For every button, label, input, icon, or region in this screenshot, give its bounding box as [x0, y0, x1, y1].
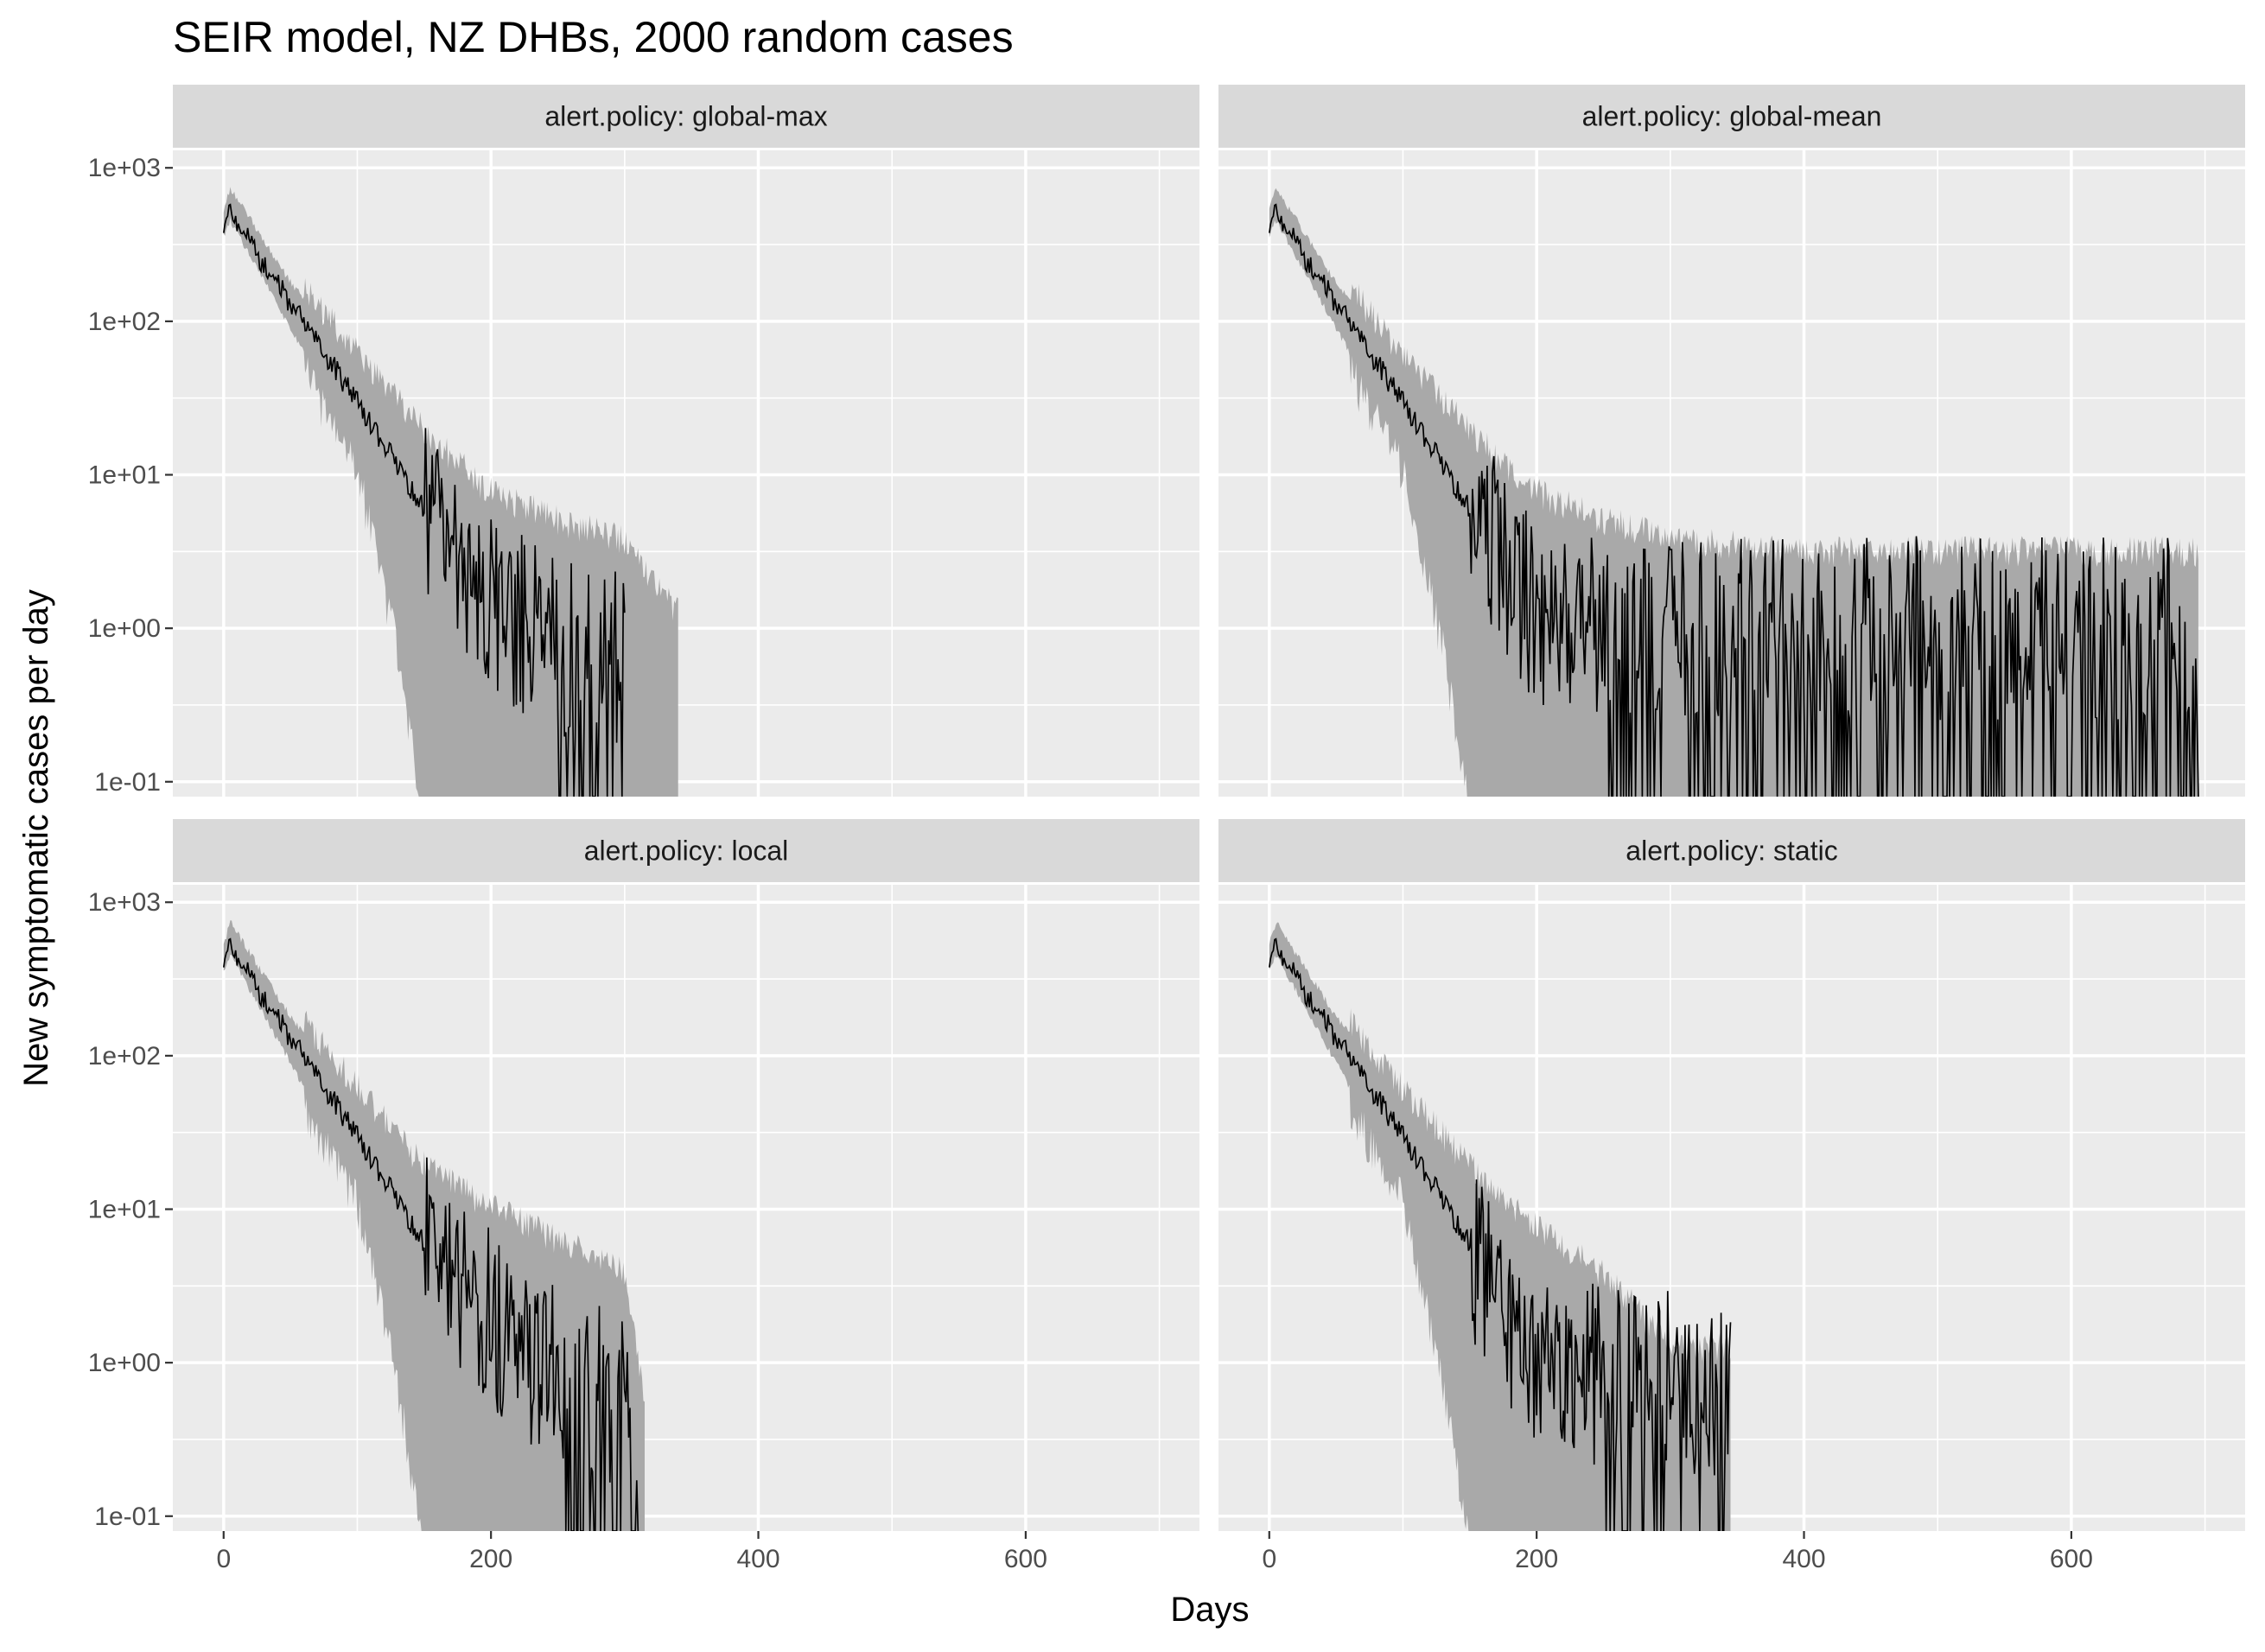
series-line [222, 937, 639, 1531]
x-tick-label: 400 [1783, 1545, 1826, 1573]
y-tick-label: 1e+02 [88, 1042, 161, 1071]
y-tick-label: 1e+03 [88, 154, 161, 182]
y-tick-label: 1e+02 [88, 308, 161, 336]
facet-strip-label: alert.policy: local [584, 836, 789, 867]
y-tick-label: 1e-01 [94, 1503, 161, 1531]
facet-strip-label: alert.policy: global-max [544, 101, 827, 132]
y-tick-label: 1e+00 [88, 614, 161, 643]
facet-panel: alert.policy: global-max 1e-01 1e+00 1e+01 1… [88, 85, 1199, 797]
x-tick-label: 200 [1515, 1545, 1558, 1573]
facet-panel: alert.policy: global-mean [1218, 85, 2245, 797]
x-tick-label: 0 [216, 1545, 231, 1573]
facet-panel: alert.policy: static 0 200 400 600 [1218, 819, 2245, 1573]
y-tick-label: 1e-01 [94, 768, 161, 797]
facet-strip [1218, 85, 2245, 148]
series-line [1268, 937, 1732, 1531]
uncertainty-band [1269, 922, 1731, 1531]
x-tick-label: 600 [2050, 1545, 2093, 1573]
facet-strip [1218, 819, 2245, 882]
y-axis-title-group: New symptomatic cases per day [17, 589, 55, 1087]
x-axis-title: Days [1170, 1591, 1249, 1629]
y-tick-label: 1e+01 [88, 1196, 161, 1224]
x-tick-label: 0 [1262, 1545, 1276, 1573]
facet-panels: alert.policy: global-max 1e-01 1e+00 1e+01 1… [88, 85, 2245, 1573]
facet-strip-label: alert.policy: global-mean [1582, 101, 1882, 132]
series-line [222, 203, 626, 797]
uncertainty-band [223, 187, 678, 797]
facet-strip [173, 85, 1199, 148]
facet-strip [173, 819, 1199, 882]
x-tick-label: 400 [737, 1545, 780, 1573]
x-tick-label: 600 [1004, 1545, 1047, 1573]
facet-panel: alert.policy: local 1e-01 1e+00 1e+01 1e+02 1… [88, 819, 1199, 1573]
x-tick-label: 200 [469, 1545, 512, 1573]
y-tick-label: 1e+00 [88, 1349, 161, 1377]
facet-strip-label: alert.policy: static [1626, 836, 1837, 867]
y-tick-label: 1e+01 [88, 461, 161, 490]
y-axis-title: New symptomatic cases per day [17, 589, 55, 1087]
y-tick-label: 1e+03 [88, 888, 161, 917]
chart-title: SEIR model, NZ DHBs, 2000 random cases [173, 13, 1014, 61]
series-line [1268, 203, 2199, 797]
